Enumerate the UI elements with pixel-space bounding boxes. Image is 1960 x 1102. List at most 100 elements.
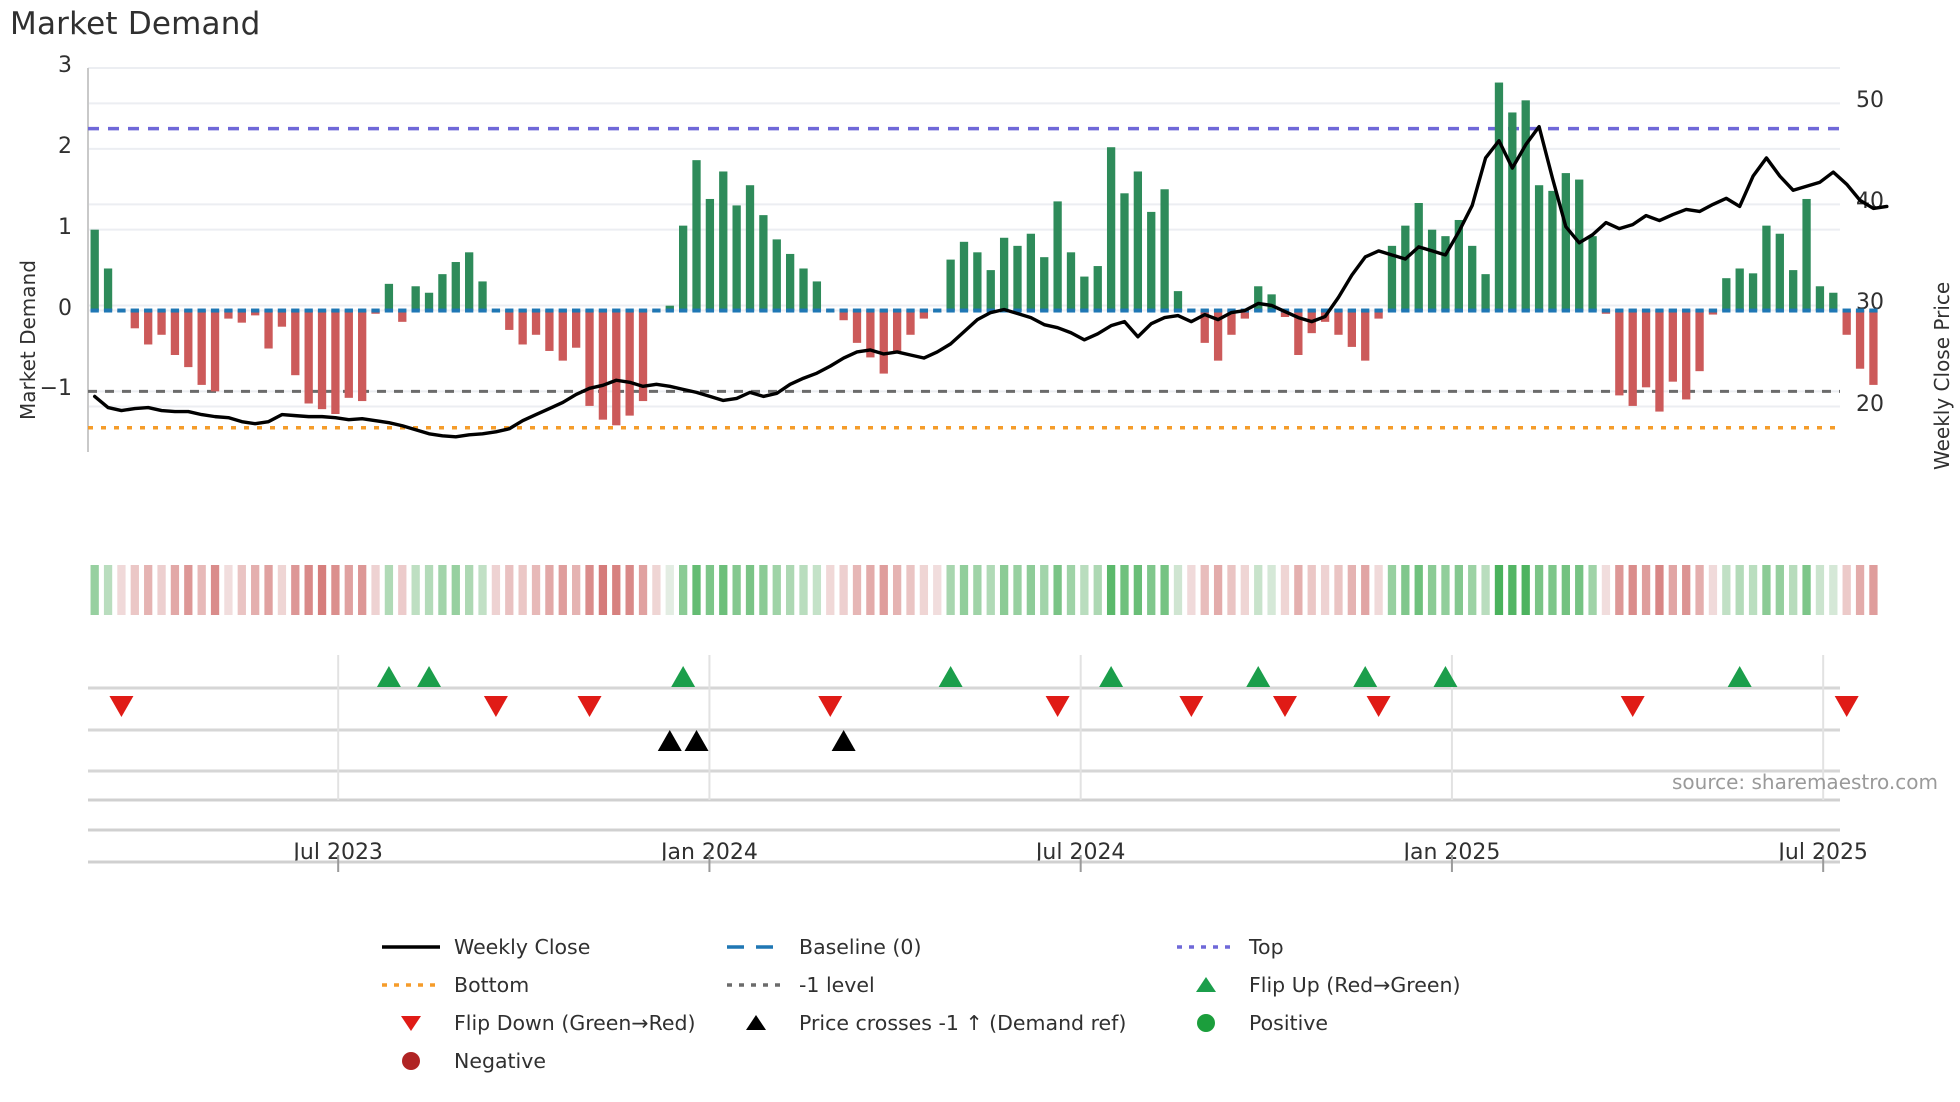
legend-item[interactable]: Top [1175,928,1595,966]
legend-label: Flip Down (Green→Red) [454,1011,696,1035]
demand-bar [170,310,180,355]
flip-up-marker[interactable] [1246,666,1271,687]
price-cross-marker[interactable] [831,730,856,751]
heatmap-cell [317,565,327,615]
flip-down-marker[interactable] [1366,696,1391,717]
heatmap-cell [585,565,594,615]
triangle-down-icon [380,1011,442,1035]
heatmap-cell [1441,565,1450,615]
demand-bar [291,310,300,376]
flip-up-marker[interactable] [417,666,442,687]
demand-bar [1722,278,1731,311]
demand-bar [1682,310,1691,400]
legend-item[interactable]: Bottom [380,966,725,1004]
heatmap-cell [1240,565,1250,615]
heatmap-cell [291,565,300,615]
heatmap-cell [973,565,982,615]
demand-bar [331,310,340,415]
demand-bar [424,292,434,311]
demand-bar [732,205,741,311]
demand-bar [866,310,875,358]
demand-bar [719,171,728,311]
flip-up-marker[interactable] [1433,666,1458,687]
heatmap-cell [719,565,728,615]
demand-bar [745,185,755,311]
flip-down-marker[interactable] [577,696,602,717]
heatmap-cell [331,565,340,615]
demand-bar [1775,233,1784,311]
heatmap-cell [1120,565,1129,615]
heatmap-cell [398,565,407,615]
price-cross-marker[interactable] [657,730,682,751]
weekly-close-line [92,124,1889,439]
flip-down-marker[interactable] [483,696,508,717]
heatmap-cell [879,565,888,615]
legend-item[interactable]: -1 level [725,966,1175,1004]
heatmap-cell [1481,565,1490,615]
demand-bar [518,310,527,345]
heatmap-cell [237,565,246,615]
dotted-line-icon [725,973,787,997]
heatmap-cell [438,565,447,615]
heatmap-cell [1080,565,1089,615]
flip-up-marker[interactable] [938,666,963,687]
demand-bar [358,310,367,402]
heatmap-cell [1842,565,1851,615]
flip-up-marker[interactable] [1353,666,1378,687]
heatmap-cell [1053,565,1062,615]
demand-bar [1481,274,1490,311]
heatmap-cell [1722,565,1731,615]
flip-up-marker[interactable] [1727,666,1752,687]
heatmap-cell [986,565,995,615]
legend-item[interactable]: Flip Up (Red→Green) [1175,966,1595,1004]
demand-bar [505,310,514,330]
legend-item[interactable]: Flip Down (Green→Red) [380,1004,725,1042]
flip-down-marker[interactable] [1620,696,1645,717]
heatmap-cell [304,565,313,615]
flip-down-marker[interactable] [818,696,843,717]
flip-down-marker[interactable] [109,696,134,717]
demand-bar [384,283,394,311]
flip-up-marker[interactable] [376,666,401,687]
flip-down-marker[interactable] [1834,696,1859,717]
chart-legend: Weekly Close Baseline (0) Top Bottom -1 leve… [380,928,1640,1080]
price-cross-marker[interactable] [684,730,709,751]
flip-up-marker[interactable] [671,666,696,687]
heatmap-cell [1307,565,1316,615]
demand-bar [1361,310,1370,361]
heatmap-cell [705,565,715,615]
legend-item[interactable]: Baseline (0) [725,928,1175,966]
heatmap-cell [210,565,220,615]
y-tick-left: 1 [58,214,72,240]
heatmap-cell [1695,565,1704,615]
demand-bar [1066,252,1076,311]
legend-item[interactable]: Negative [380,1042,725,1080]
heatmap-cell [1160,565,1169,615]
demand-bar [1213,310,1223,361]
demand-bar [625,310,634,416]
heatmap-cell [852,565,862,615]
demand-bar [919,310,929,319]
demand-bar [1695,310,1704,372]
flip-down-marker[interactable] [1045,696,1070,717]
legend-item[interactable]: Price crosses -1 ↑ (Demand ref) [725,1004,1175,1042]
heatmap-cell [1013,565,1022,615]
heatmap-cell [1347,565,1356,615]
dotted-line-icon [1175,935,1237,959]
heatmap-cell [946,565,955,615]
demand-bar [558,310,567,361]
demand-bar [1494,82,1504,311]
flip-up-marker[interactable] [1099,666,1124,687]
legend-item[interactable]: Weekly Close [380,928,725,966]
heatmap-cell [384,565,394,615]
flip-down-marker[interactable] [1272,696,1297,717]
heatmap-cell [1615,565,1624,615]
y-tick-right: 20 [1856,391,1884,417]
legend-item[interactable]: Positive [1175,1004,1595,1042]
y-tick-left: −1 [39,376,72,402]
heatmap-cell [1267,565,1276,615]
legend-label: Baseline (0) [799,935,922,959]
y-tick-left: 3 [58,53,72,78]
flip-down-marker[interactable] [1179,696,1204,717]
